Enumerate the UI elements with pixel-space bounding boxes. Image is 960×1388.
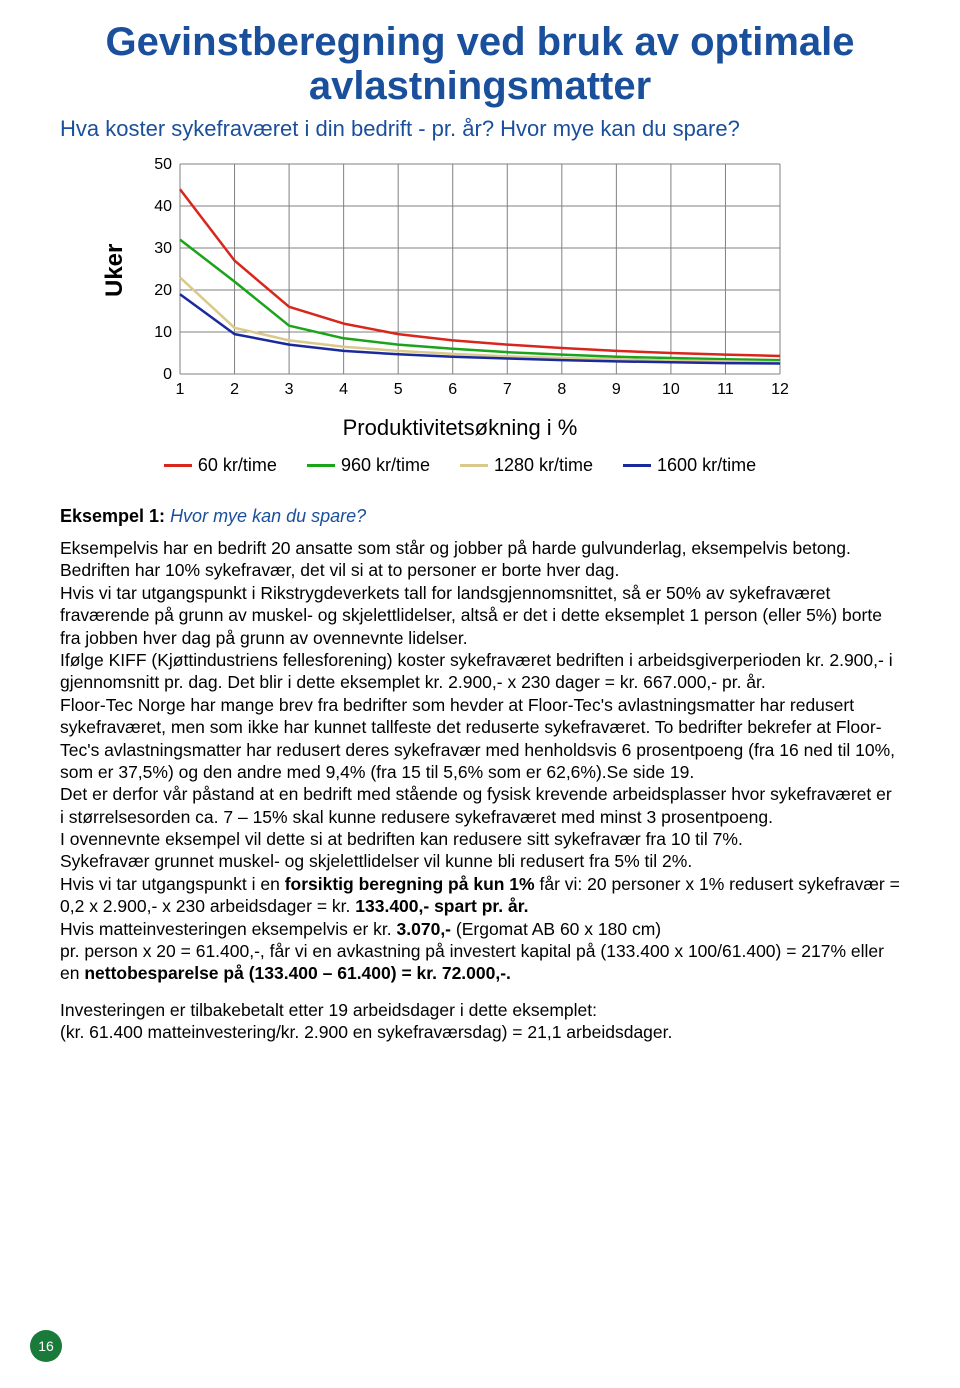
paragraph: Investeringen er tilbakebetalt etter 19 … <box>60 999 900 1021</box>
body-text: Eksempelvis har en bedrift 20 ansatte so… <box>60 537 900 1044</box>
svg-text:2: 2 <box>230 381 239 398</box>
legend-label: 1280 kr/time <box>494 455 593 476</box>
paragraph: Hvis vi tar utgangspunkt i Rikstrygdever… <box>60 582 900 649</box>
svg-text:12: 12 <box>771 381 789 398</box>
paragraph: Sykefravær grunnet muskel- og skjelettli… <box>60 850 900 872</box>
svg-text:10: 10 <box>154 324 172 341</box>
svg-text:1: 1 <box>176 381 185 398</box>
paragraph: Floor-Tec Norge har mange brev fra bedri… <box>60 694 900 784</box>
line-chart: 01020304050123456789101112 <box>130 154 790 404</box>
svg-text:5: 5 <box>394 381 403 398</box>
paragraph: Hvis vi tar utgangspunkt i en forsiktig … <box>60 873 900 918</box>
svg-text:11: 11 <box>717 381 734 398</box>
svg-text:3: 3 <box>285 381 294 398</box>
paragraph: Hvis matteinvesteringen eksempelvis er k… <box>60 918 900 940</box>
legend-label: 60 kr/time <box>198 455 277 476</box>
page-number-badge: 16 <box>30 1330 62 1362</box>
paragraph: pr. person x 20 = 61.400,-, får vi en av… <box>60 940 900 985</box>
chart-container: Uker 01020304050123456789101112 Produkti… <box>100 154 820 476</box>
svg-text:6: 6 <box>448 381 457 398</box>
chart-y-axis-label: Uker <box>101 267 129 297</box>
svg-text:9: 9 <box>612 381 621 398</box>
svg-text:7: 7 <box>503 381 512 398</box>
legend-item: 1600 kr/time <box>623 455 756 476</box>
svg-text:40: 40 <box>154 198 172 215</box>
legend-label: 960 kr/time <box>341 455 430 476</box>
legend-swatch <box>307 464 335 467</box>
paragraph: Eksempelvis har en bedrift 20 ansatte so… <box>60 537 900 582</box>
svg-text:8: 8 <box>557 381 566 398</box>
paragraph: (kr. 61.400 matteinvestering/kr. 2.900 e… <box>60 1021 900 1043</box>
chart-x-axis-label: Produktivitetsøkning i % <box>100 415 820 441</box>
svg-text:10: 10 <box>662 381 680 398</box>
svg-text:30: 30 <box>154 240 172 257</box>
example-label: Eksempel 1: <box>60 506 170 526</box>
svg-text:4: 4 <box>339 381 348 398</box>
paragraph: Ifølge KIFF (Kjøttindustriens fellesfore… <box>60 649 900 694</box>
legend-swatch <box>164 464 192 467</box>
page-subtitle: Hva koster sykefraværet i din bedrift - … <box>60 116 900 142</box>
legend-label: 1600 kr/time <box>657 455 756 476</box>
paragraph: I ovennevnte eksempel vil dette si at be… <box>60 828 900 850</box>
legend-swatch <box>460 464 488 467</box>
svg-text:50: 50 <box>154 156 172 173</box>
legend-item: 60 kr/time <box>164 455 277 476</box>
example-heading: Eksempel 1: Hvor mye kan du spare? <box>60 506 900 527</box>
legend-item: 1280 kr/time <box>460 455 593 476</box>
page-title: Gevinstberegning ved bruk av optimale av… <box>60 20 900 108</box>
legend-swatch <box>623 464 651 467</box>
legend-item: 960 kr/time <box>307 455 430 476</box>
paragraph: Det er derfor vår påstand at en bedrift … <box>60 783 900 828</box>
chart-legend: 60 kr/time 960 kr/time 1280 kr/time 1600 kr… <box>100 455 820 476</box>
example-question: Hvor mye kan du spare? <box>170 506 366 526</box>
svg-text:20: 20 <box>154 282 172 299</box>
svg-text:0: 0 <box>163 366 172 383</box>
